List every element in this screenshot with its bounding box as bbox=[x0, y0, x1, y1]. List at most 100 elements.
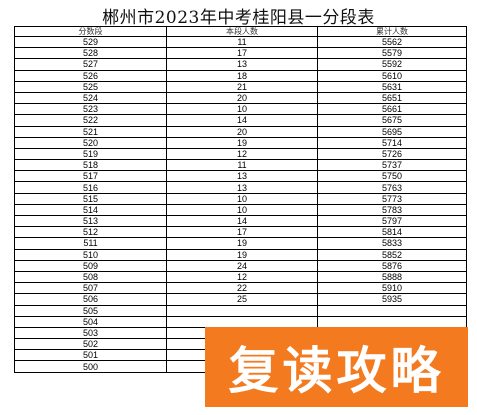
cell-cumulative: 5763 bbox=[317, 181, 467, 194]
cell-cumulative: 5814 bbox=[317, 226, 467, 239]
table-row: 507 22 5910 bbox=[14, 282, 467, 295]
table-row: 508 12 5888 bbox=[14, 270, 467, 284]
score-distribution-table: 分数段 本段人数 累计人数 529 11 5562 528 17 5579 527 13 559… bbox=[14, 26, 467, 373]
cell-score: 507 bbox=[14, 282, 167, 295]
cell-score: 512 bbox=[14, 226, 167, 239]
cell-score: 522 bbox=[14, 114, 167, 127]
cell-score: 510 bbox=[14, 248, 167, 261]
cell-cumulative: 5651 bbox=[317, 91, 467, 105]
cell-count: 20 bbox=[166, 91, 318, 105]
cell-score: 514 bbox=[14, 203, 167, 217]
cell-cumulative: 5592 bbox=[317, 58, 467, 71]
cell-count: 22 bbox=[166, 282, 318, 295]
cell-count: 12 bbox=[166, 147, 318, 161]
cell-score: 504 bbox=[14, 315, 167, 328]
table-row: 505 bbox=[14, 304, 467, 317]
table-row: 524 20 5651 bbox=[14, 91, 467, 105]
table-row: 514 10 5783 bbox=[14, 203, 467, 217]
cell-count: 19 bbox=[166, 136, 318, 149]
table-body: 529 11 5562 528 17 5579 527 13 5592 526 18 5610 525 2… bbox=[14, 35, 467, 373]
header-count: 本段人数 bbox=[166, 26, 318, 37]
cell-cumulative: 5579 bbox=[317, 47, 467, 60]
cell-score: 515 bbox=[14, 192, 167, 205]
table-row: 515 10 5773 bbox=[14, 192, 467, 205]
cell-score: 500 bbox=[14, 360, 167, 373]
cell-count: 10 bbox=[166, 103, 318, 116]
cell-score: 521 bbox=[14, 125, 167, 138]
cell-count: 10 bbox=[166, 203, 318, 217]
cell-count: 18 bbox=[166, 69, 318, 82]
cell-count: 24 bbox=[166, 259, 318, 272]
table-row: 521 20 5695 bbox=[14, 125, 467, 138]
cell-count: 19 bbox=[166, 237, 318, 250]
cell-cumulative: 5661 bbox=[317, 103, 467, 116]
cell-score: 509 bbox=[14, 259, 167, 272]
cell-cumulative: 5888 bbox=[317, 270, 467, 284]
cell-cumulative: 5783 bbox=[317, 203, 467, 217]
cell-cumulative: 5675 bbox=[317, 114, 467, 127]
table-row: 511 19 5833 bbox=[14, 237, 467, 250]
cell-count bbox=[166, 315, 318, 328]
cell-cumulative: 5852 bbox=[317, 248, 467, 261]
cell-count: 17 bbox=[166, 47, 318, 60]
cell-score: 528 bbox=[14, 47, 167, 60]
cell-cumulative: 5695 bbox=[317, 125, 467, 138]
cell-score: 513 bbox=[14, 214, 167, 228]
table-row: 512 17 5814 bbox=[14, 226, 467, 239]
cell-score: 505 bbox=[14, 304, 167, 317]
table-row: 528 17 5579 bbox=[14, 47, 467, 60]
cell-score: 525 bbox=[14, 80, 167, 93]
cell-cumulative bbox=[317, 304, 467, 317]
table-row: 509 24 5876 bbox=[14, 259, 467, 272]
table-row: 504 bbox=[14, 315, 467, 328]
cell-score: 518 bbox=[14, 159, 167, 172]
cell-count bbox=[166, 304, 318, 317]
cell-count: 20 bbox=[166, 125, 318, 138]
cell-count: 10 bbox=[166, 192, 318, 205]
table-row: 519 12 5726 bbox=[14, 147, 467, 161]
cell-cumulative: 5773 bbox=[317, 192, 467, 205]
cell-cumulative: 5726 bbox=[317, 147, 467, 161]
table-row: 520 19 5714 bbox=[14, 136, 467, 149]
watermark-banner: 复读攻略 bbox=[205, 327, 468, 407]
cell-count: 13 bbox=[166, 170, 318, 183]
cell-cumulative: 5797 bbox=[317, 214, 467, 228]
table-row: 525 21 5631 bbox=[14, 80, 467, 93]
cell-count: 12 bbox=[166, 270, 318, 284]
table-row: 527 13 5592 bbox=[14, 58, 467, 71]
table-row: 523 10 5661 bbox=[14, 103, 467, 116]
cell-score: 508 bbox=[14, 270, 167, 284]
cell-count: 13 bbox=[166, 181, 318, 194]
table-row: 518 11 5737 bbox=[14, 159, 467, 172]
table-row: 517 13 5750 bbox=[14, 170, 467, 183]
cell-count: 11 bbox=[166, 159, 318, 172]
cell-score: 511 bbox=[14, 237, 167, 250]
cell-cumulative: 5714 bbox=[317, 136, 467, 149]
cell-count: 14 bbox=[166, 114, 318, 127]
table-header-row: 分数段 本段人数 累计人数 bbox=[14, 26, 467, 37]
header-score: 分数段 bbox=[14, 26, 167, 37]
cell-score: 501 bbox=[14, 349, 167, 362]
table-row: 529 11 5562 bbox=[14, 35, 467, 49]
cell-count: 14 bbox=[166, 214, 318, 228]
cell-count: 13 bbox=[166, 58, 318, 71]
cell-score: 503 bbox=[14, 326, 167, 340]
cell-cumulative: 5610 bbox=[317, 69, 467, 82]
cell-count: 17 bbox=[166, 226, 318, 239]
cell-count: 19 bbox=[166, 248, 318, 261]
cell-cumulative: 5910 bbox=[317, 282, 467, 295]
header-cumulative: 累计人数 bbox=[317, 26, 467, 37]
cell-count: 11 bbox=[166, 35, 318, 49]
cell-score: 516 bbox=[14, 181, 167, 194]
page-title: 郴州市2023年中考桂阳县一分段表 bbox=[102, 8, 375, 28]
cell-score: 506 bbox=[14, 293, 167, 306]
table-row: 513 14 5797 bbox=[14, 214, 467, 228]
cell-score: 529 bbox=[14, 35, 167, 49]
cell-score: 502 bbox=[14, 338, 167, 351]
table-row: 510 19 5852 bbox=[14, 248, 467, 261]
cell-score: 523 bbox=[14, 103, 167, 116]
cell-score: 519 bbox=[14, 147, 167, 161]
cell-score: 527 bbox=[14, 58, 167, 71]
cell-score: 524 bbox=[14, 91, 167, 105]
cell-count: 21 bbox=[166, 80, 318, 93]
